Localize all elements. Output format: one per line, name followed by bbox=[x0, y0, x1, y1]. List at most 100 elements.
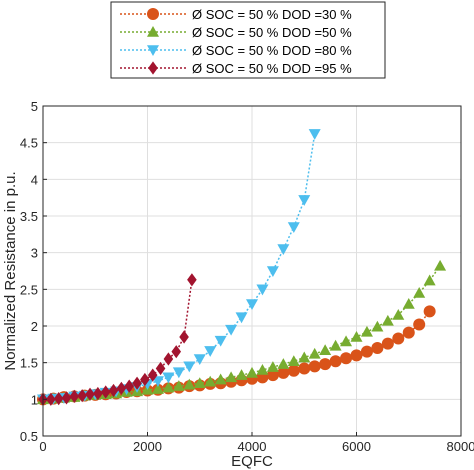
data-point bbox=[287, 355, 300, 366]
data-point bbox=[350, 331, 363, 342]
data-point bbox=[329, 355, 342, 368]
data-point bbox=[308, 129, 321, 140]
data-point bbox=[46, 392, 56, 406]
data-point bbox=[172, 380, 185, 391]
y-tick-label: 3 bbox=[31, 246, 38, 261]
data-point bbox=[193, 354, 206, 365]
data-point bbox=[246, 366, 258, 378]
data-point bbox=[246, 299, 258, 310]
y-tick-label: 3.5 bbox=[20, 209, 38, 224]
legend: Ø SOC = 50 % DOD =30 % Ø SOC = 50 % DOD =… bbox=[110, 1, 386, 79]
data-point bbox=[214, 335, 227, 347]
data-point bbox=[179, 330, 189, 344]
data-point bbox=[287, 364, 300, 377]
data-point bbox=[266, 266, 279, 277]
data-point bbox=[235, 312, 248, 324]
x-tick-label: 6000 bbox=[342, 439, 371, 454]
data-point bbox=[298, 362, 311, 375]
series-4 bbox=[38, 273, 197, 406]
x-tick-label: 0 bbox=[39, 439, 46, 454]
data-point bbox=[85, 387, 95, 401]
data-point bbox=[225, 324, 238, 336]
x-tick-label: 8000 bbox=[447, 439, 474, 454]
data-point bbox=[183, 361, 196, 373]
data-point bbox=[225, 371, 238, 383]
data-point bbox=[266, 361, 279, 372]
data-point bbox=[277, 244, 290, 255]
y-tick-label: 1 bbox=[31, 392, 38, 407]
data-point bbox=[319, 358, 332, 371]
data-point bbox=[193, 377, 206, 388]
data-point bbox=[413, 287, 426, 298]
data-point bbox=[360, 325, 373, 337]
data-point bbox=[319, 344, 332, 355]
data-point bbox=[371, 320, 384, 332]
data-point bbox=[256, 364, 269, 375]
data-point bbox=[340, 352, 353, 365]
data-point bbox=[298, 351, 311, 363]
data-point bbox=[235, 369, 248, 380]
data-point bbox=[151, 383, 164, 394]
data-point bbox=[77, 389, 87, 403]
data-point bbox=[100, 385, 111, 399]
legend-label: Ø SOC = 50 % DOD =95 % bbox=[192, 61, 352, 76]
data-point bbox=[287, 222, 300, 233]
data-point bbox=[308, 347, 321, 359]
data-point bbox=[171, 345, 182, 359]
data-point bbox=[277, 358, 290, 369]
data-point bbox=[183, 378, 196, 390]
data-point bbox=[204, 346, 217, 357]
data-point bbox=[124, 379, 135, 393]
data-point bbox=[266, 369, 279, 382]
data-point bbox=[93, 386, 103, 401]
data-point bbox=[116, 381, 127, 395]
data-point bbox=[155, 361, 166, 376]
x-ticks: 0 2000 4000 6000 8000 bbox=[39, 432, 474, 454]
data-point bbox=[187, 273, 197, 287]
x-tick-label: 4000 bbox=[238, 439, 267, 454]
data-point bbox=[308, 360, 321, 373]
grid bbox=[43, 106, 461, 436]
data-point bbox=[402, 326, 415, 339]
legend-label: Ø SOC = 50 % DOD =50 % bbox=[192, 25, 352, 40]
data-point bbox=[381, 314, 394, 326]
data-point bbox=[132, 376, 142, 390]
data-point bbox=[140, 372, 150, 387]
y-tick-label: 0.5 bbox=[20, 429, 38, 444]
data-point bbox=[381, 337, 394, 350]
y-tick-label: 4.5 bbox=[20, 136, 38, 151]
series-layer bbox=[37, 129, 447, 406]
legend-marker bbox=[147, 26, 159, 37]
data-point bbox=[108, 383, 119, 398]
data-point bbox=[256, 284, 269, 296]
data-point bbox=[204, 375, 217, 387]
data-point bbox=[340, 335, 353, 347]
data-point bbox=[69, 389, 80, 403]
legend-marker bbox=[147, 8, 159, 20]
y-tick-label: 1.5 bbox=[20, 356, 38, 371]
legend-entry-4: Ø SOC = 50 % DOD =95 % bbox=[120, 61, 352, 76]
data-point bbox=[360, 345, 373, 358]
data-point bbox=[214, 373, 227, 385]
data-point bbox=[423, 274, 436, 286]
legend-marker bbox=[148, 61, 158, 75]
y-tick-label: 4 bbox=[31, 172, 38, 187]
legend-label: Ø SOC = 50 % DOD =30 % bbox=[192, 7, 352, 22]
data-point bbox=[163, 352, 174, 366]
data-point bbox=[298, 195, 311, 206]
legend-entry-1: Ø SOC = 50 % DOD =30 % bbox=[120, 7, 352, 22]
data-point bbox=[350, 349, 363, 362]
data-point bbox=[423, 305, 436, 318]
data-point bbox=[413, 318, 426, 331]
data-point bbox=[162, 372, 175, 384]
x-axis-label: EQFC bbox=[231, 453, 273, 470]
legend-marker bbox=[147, 45, 159, 56]
data-point bbox=[371, 342, 384, 354]
data-point bbox=[434, 259, 447, 271]
y-tick-label: 2 bbox=[31, 319, 38, 334]
y-axis-label: Normalized Resistance in p.u. bbox=[2, 171, 19, 370]
legend-entry-2: Ø SOC = 50 % DOD =50 % bbox=[120, 25, 352, 40]
y-tick-label: 5 bbox=[31, 99, 38, 114]
y-tick-label: 2.5 bbox=[20, 282, 38, 297]
